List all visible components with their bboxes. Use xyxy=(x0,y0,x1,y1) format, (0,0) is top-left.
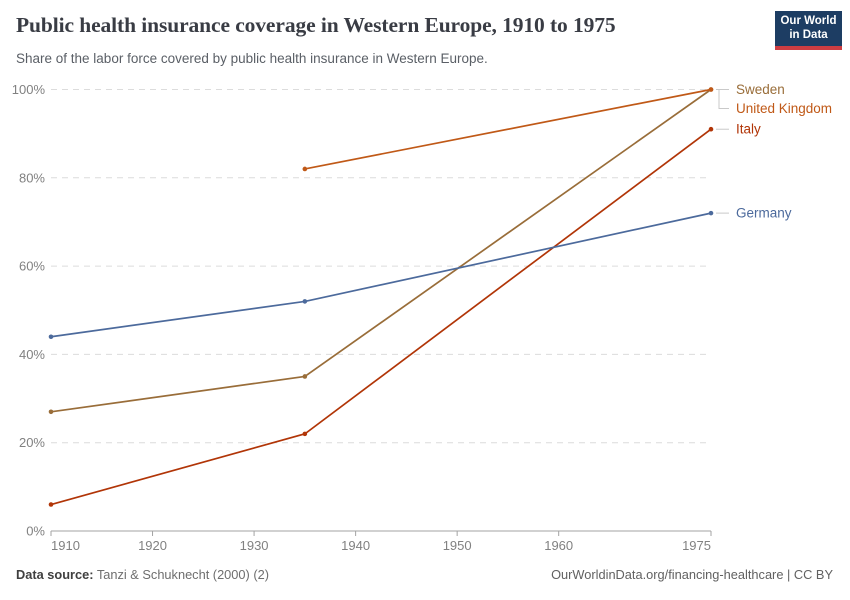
chart-subtitle: Share of the labor force covered by publ… xyxy=(16,51,488,66)
data-point[interactable] xyxy=(48,334,54,340)
legend-label-germany[interactable]: Germany xyxy=(736,206,792,221)
series-line-sweden[interactable] xyxy=(50,88,712,413)
page-title: Public health insurance coverage in West… xyxy=(16,13,616,37)
data-source-value[interactable]: Tanzi & Schuknecht (2000) (2) xyxy=(96,567,269,582)
y-tick-label: 40% xyxy=(19,347,45,362)
y-tick-label: 20% xyxy=(19,435,45,450)
data-point[interactable] xyxy=(302,166,308,172)
data-point[interactable] xyxy=(48,409,54,415)
series-line-united-kingdom[interactable] xyxy=(304,88,712,170)
x-tick-label: 1930 xyxy=(240,538,269,553)
owid-logo-line1: Our World xyxy=(780,14,837,27)
x-tick-label: 1950 xyxy=(443,538,472,553)
legend-label-sweden[interactable]: Sweden xyxy=(736,82,785,97)
x-tick-label: 1940 xyxy=(341,538,370,553)
x-tick-label: 1920 xyxy=(138,538,167,553)
x-tick-label: 1910 xyxy=(51,538,80,553)
legend-label-italy[interactable]: Italy xyxy=(736,122,761,137)
data-point[interactable] xyxy=(48,502,54,507)
series-line-italy[interactable] xyxy=(50,128,712,506)
data-point[interactable] xyxy=(302,299,308,304)
data-point[interactable] xyxy=(302,431,308,437)
y-tick-label: 100% xyxy=(12,82,46,97)
data-point[interactable] xyxy=(708,126,714,132)
x-tick-label: 1975 xyxy=(682,538,711,553)
y-tick-label: 0% xyxy=(26,524,45,539)
y-tick-label: 80% xyxy=(19,170,45,185)
legend-connector xyxy=(717,89,729,109)
owid-logo[interactable]: Our World in Data xyxy=(775,11,842,50)
data-source: Data source: Tanzi & Schuknecht (2000) (… xyxy=(16,567,269,582)
y-tick-label: 60% xyxy=(19,259,45,274)
data-point[interactable] xyxy=(302,374,308,379)
license-link[interactable]: OurWorldinData.org/financing-healthcare … xyxy=(551,567,833,582)
legend-label-united-kingdom[interactable]: United Kingdom xyxy=(736,101,832,116)
data-source-label: Data source: xyxy=(16,567,94,582)
owid-logo-line2: in Data xyxy=(789,28,828,41)
data-point[interactable] xyxy=(708,87,714,92)
x-tick-label: 1960 xyxy=(544,538,573,553)
series-line-germany[interactable] xyxy=(50,212,712,338)
data-point[interactable] xyxy=(708,210,714,216)
